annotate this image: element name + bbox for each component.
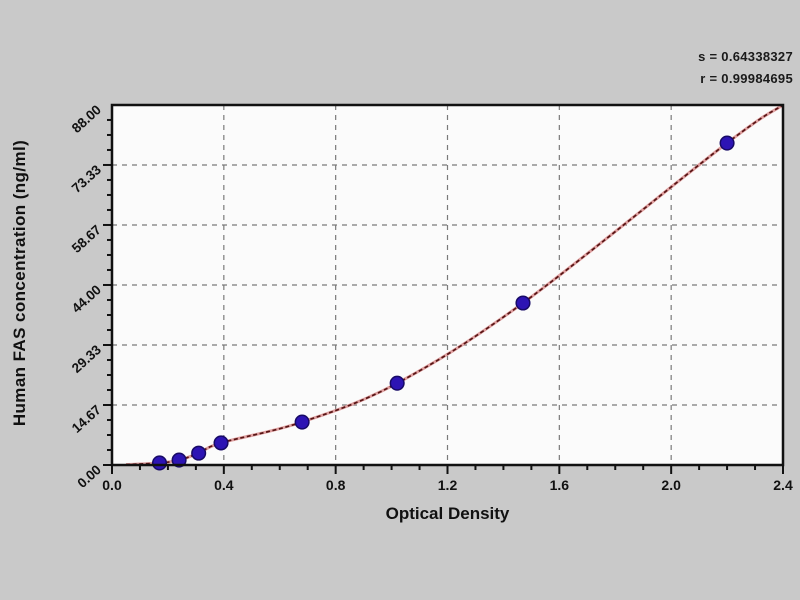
data-point bbox=[151, 455, 168, 471]
x-tick-label: 1.6 bbox=[550, 477, 570, 493]
y-tick-label: 73.33 bbox=[69, 162, 105, 196]
y-tick-label: 44.00 bbox=[69, 282, 104, 316]
x-tick-label: 0.0 bbox=[102, 477, 122, 493]
fit-r-value: r = 0.99984695 bbox=[700, 71, 793, 86]
fit-s-value: s = 0.64338327 bbox=[698, 49, 793, 64]
data-point bbox=[213, 435, 229, 451]
x-tick-label: 0.4 bbox=[214, 477, 234, 493]
y-tick-label: 29.33 bbox=[69, 342, 105, 376]
x-tick-label: 2.0 bbox=[661, 477, 681, 493]
y-tick-label: 14.67 bbox=[69, 402, 104, 436]
y-axis-title: Human FAS concentration (ng/ml) bbox=[10, 139, 29, 427]
data-point bbox=[294, 414, 310, 430]
data-point bbox=[389, 375, 405, 391]
x-axis-title: Optical Density bbox=[385, 504, 510, 523]
data-point bbox=[191, 445, 207, 461]
data-point bbox=[171, 452, 187, 468]
data-point bbox=[719, 135, 735, 151]
fit-curve bbox=[125, 104, 784, 466]
y-tick-label: 0.00 bbox=[74, 462, 104, 491]
x-tick-label: 2.4 bbox=[773, 477, 793, 493]
y-tick-label: 58.67 bbox=[69, 222, 104, 256]
y-tick-label: 88.00 bbox=[69, 102, 104, 136]
x-tick-label: 0.8 bbox=[326, 477, 346, 493]
data-point bbox=[515, 295, 531, 311]
fit-statistics: s = 0.64338327 r = 0.99984695 bbox=[698, 46, 793, 90]
x-tick-label: 1.2 bbox=[438, 477, 458, 493]
